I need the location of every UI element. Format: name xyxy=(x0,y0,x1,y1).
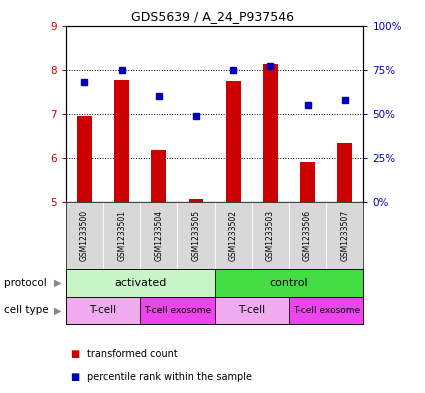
Text: T-cell: T-cell xyxy=(90,305,116,316)
Text: ■: ■ xyxy=(70,372,79,382)
Text: transformed count: transformed count xyxy=(87,349,178,359)
Text: protocol: protocol xyxy=(4,278,47,288)
Text: GSM1233503: GSM1233503 xyxy=(266,210,275,261)
Text: cell type: cell type xyxy=(4,305,49,316)
Text: GSM1233504: GSM1233504 xyxy=(154,210,163,261)
FancyBboxPatch shape xyxy=(140,297,215,324)
Bar xyxy=(77,116,92,202)
Bar xyxy=(114,80,129,202)
Bar xyxy=(151,150,166,202)
Text: T-cell exosome: T-cell exosome xyxy=(144,306,211,315)
Text: GSM1233502: GSM1233502 xyxy=(229,210,238,261)
Bar xyxy=(300,162,315,202)
Text: GSM1233501: GSM1233501 xyxy=(117,210,126,261)
FancyBboxPatch shape xyxy=(66,297,140,324)
Bar xyxy=(337,143,352,202)
Text: control: control xyxy=(270,278,308,288)
Text: GSM1233506: GSM1233506 xyxy=(303,210,312,261)
FancyBboxPatch shape xyxy=(289,297,363,324)
Bar xyxy=(189,199,204,202)
Text: ▶: ▶ xyxy=(54,278,62,288)
Text: activated: activated xyxy=(114,278,167,288)
FancyBboxPatch shape xyxy=(215,297,289,324)
FancyBboxPatch shape xyxy=(66,269,215,297)
Text: T-cell exosome: T-cell exosome xyxy=(293,306,360,315)
Bar xyxy=(263,64,278,202)
FancyBboxPatch shape xyxy=(215,269,363,297)
Bar xyxy=(226,81,241,202)
Text: GSM1233505: GSM1233505 xyxy=(192,210,201,261)
Text: GDS5639 / A_24_P937546: GDS5639 / A_24_P937546 xyxy=(131,10,294,23)
Text: percentile rank within the sample: percentile rank within the sample xyxy=(87,372,252,382)
Text: GSM1233507: GSM1233507 xyxy=(340,210,349,261)
Text: GSM1233500: GSM1233500 xyxy=(80,210,89,261)
Text: ■: ■ xyxy=(70,349,79,359)
Text: ▶: ▶ xyxy=(54,305,62,316)
Text: T-cell: T-cell xyxy=(238,305,265,316)
